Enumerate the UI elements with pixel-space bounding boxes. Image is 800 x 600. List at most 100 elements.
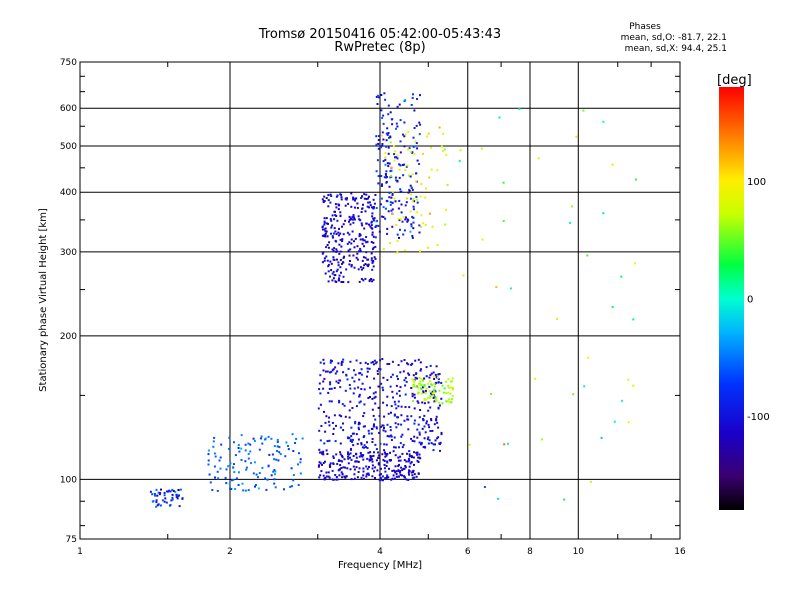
- data-point: [242, 489, 245, 492]
- data-point: [417, 391, 420, 394]
- data-point: [329, 361, 332, 364]
- data-point: [317, 465, 320, 468]
- data-point: [297, 484, 300, 486]
- data-point: [483, 486, 486, 488]
- data-point: [330, 400, 333, 403]
- data-point: [349, 223, 352, 226]
- data-point: [424, 196, 427, 199]
- data-point: [377, 406, 380, 409]
- data-point: [395, 392, 398, 395]
- data-point: [427, 382, 430, 385]
- data-point: [435, 365, 438, 368]
- data-point: [379, 477, 382, 480]
- data-point: [438, 401, 441, 404]
- data-point: [340, 415, 343, 418]
- data-point: [260, 435, 263, 438]
- data-point: [352, 444, 355, 447]
- data-point: [426, 438, 429, 441]
- data-point: [324, 230, 327, 233]
- data-point: [345, 268, 348, 271]
- data-point: [398, 103, 401, 106]
- data-point: [418, 133, 421, 136]
- data-point: [364, 425, 366, 428]
- data-point: [427, 436, 430, 439]
- data-point: [274, 470, 277, 473]
- data-point: [373, 451, 375, 454]
- data-point: [359, 362, 362, 365]
- data-point: [416, 459, 419, 462]
- data-point: [358, 421, 360, 424]
- data-point: [374, 477, 376, 479]
- data-point: [436, 421, 439, 424]
- data-point: [366, 447, 369, 449]
- data-point: [415, 372, 418, 375]
- data-point: [247, 489, 250, 492]
- data-point: [377, 224, 380, 227]
- data-point: [330, 226, 333, 229]
- data-point: [416, 98, 418, 100]
- data-point: [325, 255, 328, 258]
- data-point: [353, 473, 356, 476]
- data-point: [437, 378, 440, 381]
- data-point: [278, 446, 281, 449]
- data-point: [209, 481, 212, 484]
- data-point: [413, 109, 416, 112]
- data-point: [380, 197, 383, 200]
- data-point: [355, 460, 358, 463]
- data-point: [411, 362, 414, 365]
- data-point: [435, 419, 438, 422]
- data-point: [442, 391, 445, 394]
- data-point: [451, 394, 454, 397]
- data-point: [425, 420, 428, 423]
- data-point: [418, 231, 421, 234]
- data-point: [229, 487, 231, 490]
- data-point: [233, 441, 235, 444]
- data-point: [441, 402, 444, 405]
- data-point: [403, 163, 406, 166]
- data-point: [370, 224, 373, 227]
- data-point: [163, 491, 166, 494]
- data-point: [429, 380, 431, 382]
- data-point: [403, 135, 406, 138]
- data-point: [408, 453, 411, 456]
- data-point: [391, 469, 394, 472]
- data-point: [414, 376, 417, 379]
- data-point: [247, 442, 250, 445]
- data-point: [349, 440, 352, 442]
- data-point: [399, 386, 402, 389]
- data-point: [390, 176, 393, 178]
- data-point: [406, 362, 408, 365]
- data-point: [366, 375, 368, 378]
- data-point: [371, 397, 374, 400]
- data-point: [412, 383, 415, 386]
- data-point: [423, 414, 426, 417]
- data-point: [342, 429, 345, 432]
- data-point: [377, 94, 379, 97]
- data-point: [437, 426, 440, 429]
- data-point: [336, 370, 339, 373]
- data-point: [430, 146, 432, 149]
- data-point: [418, 224, 421, 227]
- data-point: [413, 451, 416, 454]
- data-point: [413, 419, 416, 422]
- data-point: [447, 391, 450, 394]
- data-point: [365, 236, 368, 238]
- data-point: [322, 474, 325, 477]
- data-point: [388, 196, 391, 199]
- data-point: [379, 368, 382, 371]
- data-point: [375, 459, 378, 462]
- data-point: [397, 465, 400, 467]
- data-point: [337, 362, 340, 365]
- data-point: [391, 190, 394, 193]
- data-point: [355, 405, 358, 408]
- data-point: [395, 426, 398, 429]
- data-point: [378, 474, 381, 476]
- data-point: [556, 317, 558, 320]
- data-point: [537, 157, 540, 160]
- data-point: [319, 451, 321, 454]
- data-point: [339, 259, 342, 261]
- data-point: [335, 478, 338, 481]
- data-point: [363, 477, 365, 480]
- data-point: [353, 387, 356, 390]
- data-point: [323, 195, 326, 198]
